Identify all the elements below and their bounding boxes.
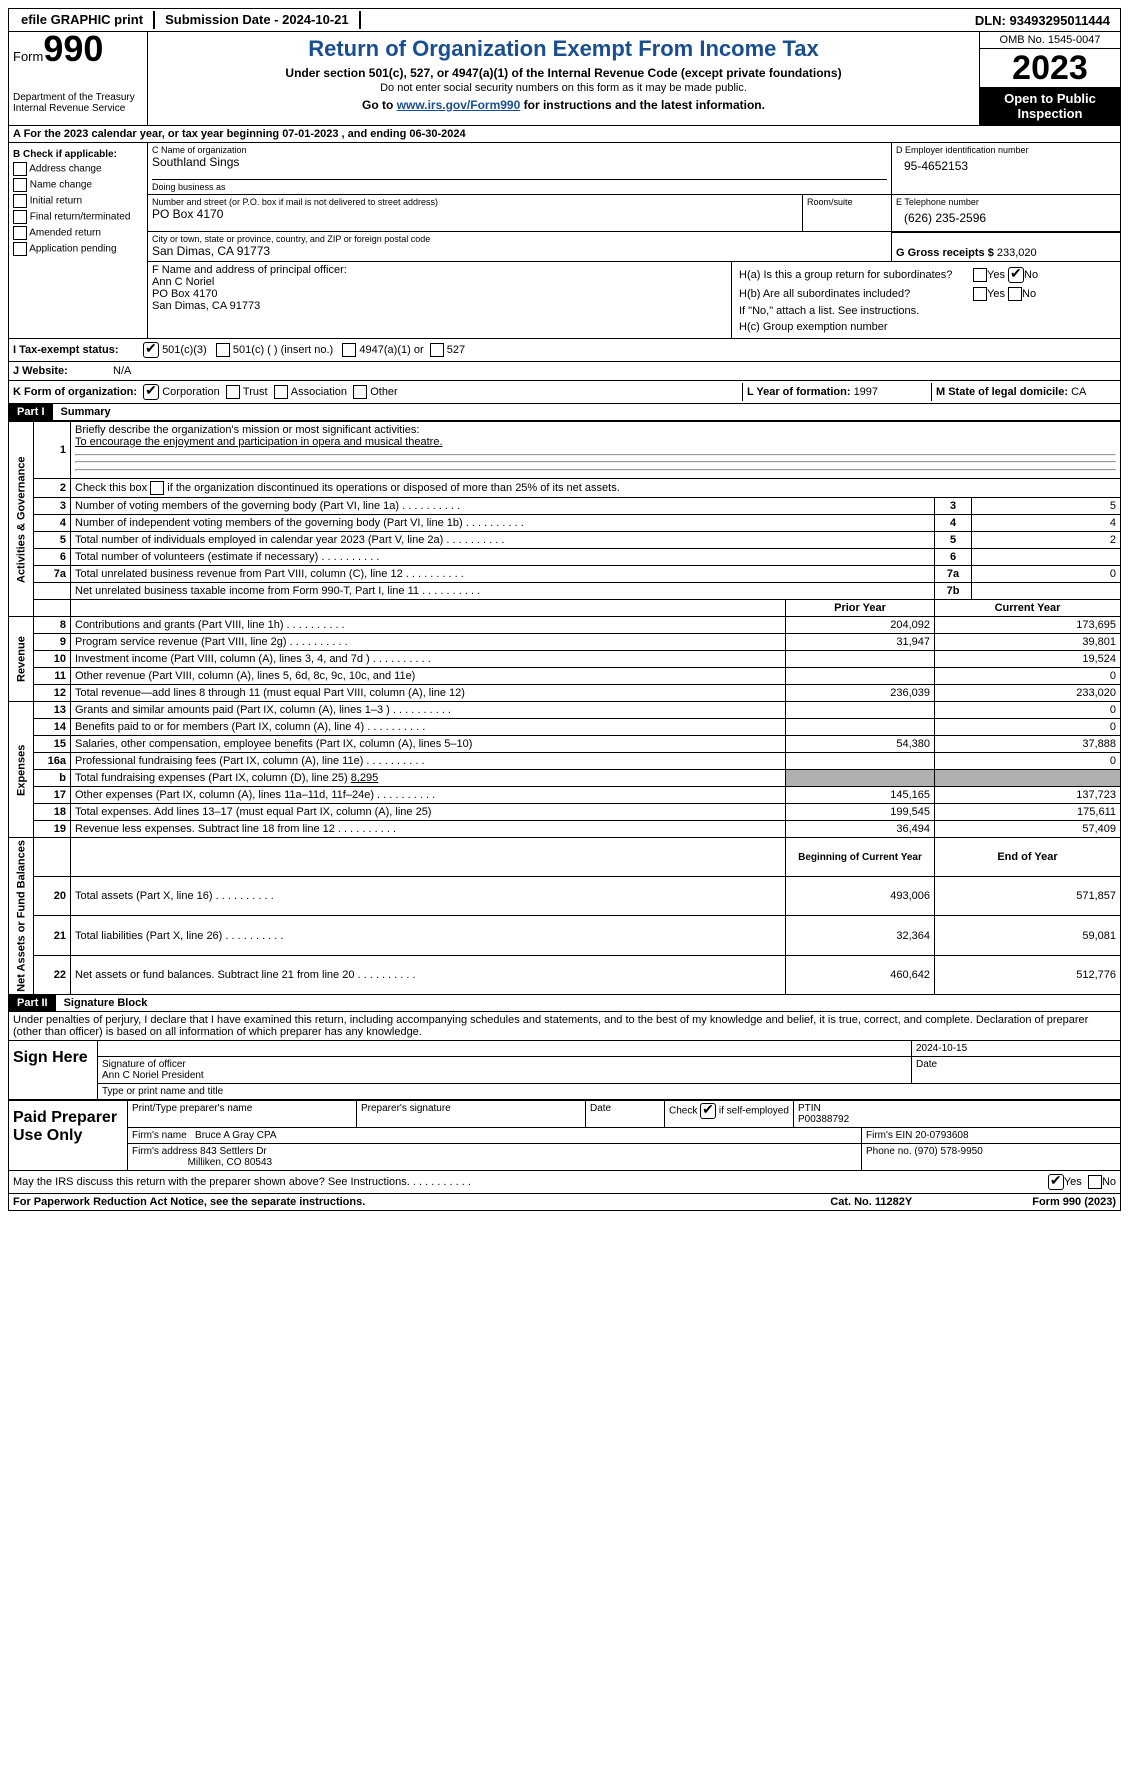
form-number: 990 [43,28,103,69]
ptin: P00388792 [798,1114,849,1125]
firm-name: Bruce A Gray CPA [195,1130,277,1141]
efile-label: efile GRAPHIC print [11,11,155,29]
section-revenue: Revenue [9,617,34,702]
perjury-statement: Under penalties of perjury, I declare th… [8,1012,1121,1041]
box-b: B Check if applicable: Address change Na… [9,143,148,338]
street-address: PO Box 4170 [152,207,798,221]
sign-here-block: Sign Here 2024-10-15 Signature of office… [8,1041,1121,1101]
open-inspection: Open to Public Inspection [980,87,1120,125]
line4-val: 4 [972,515,1121,532]
department: Department of the Treasury Internal Reve… [13,92,143,114]
ein: 95-4652153 [896,155,1116,177]
501c3-check [143,342,159,358]
line7b-val [972,583,1121,600]
form-title: Return of Organization Exempt From Incom… [152,36,975,62]
gross-receipts: 233,020 [997,247,1037,259]
firm-ein: 20-0793608 [915,1130,968,1141]
line7a-val: 0 [972,566,1121,583]
paid-preparer-block: Paid Preparer Use Only Print/Type prepar… [8,1101,1121,1171]
phone: (626) 235-2596 [896,207,1116,229]
firm-phone: (970) 578-9950 [914,1146,982,1157]
row-j: J Website: N/A [8,362,1121,381]
submission-date: Submission Date - 2024-10-21 [155,11,361,29]
self-employed-check [700,1103,716,1119]
line6-val [972,549,1121,566]
section-ag: Activities & Governance [9,422,34,617]
discuss-yes [1048,1174,1064,1190]
row-klm: K Form of organization: Corporation Trus… [8,381,1121,404]
part1-header: Part I Summary [8,404,1121,421]
irs-link[interactable]: www.irs.gov/Form990 [397,98,521,112]
dln: DLN: 93493295011444 [975,13,1118,28]
firm-address: 843 Settlers Dr [200,1146,267,1157]
tax-year: 2023 [980,49,1120,87]
summary-table: Activities & Governance 1 Briefly descri… [8,421,1121,995]
state-domicile: CA [1071,386,1086,398]
city-state-zip: San Dimas, CA 91773 [152,244,887,258]
net-assets: 512,776 [935,955,1121,994]
section-expenses: Expenses [9,702,34,838]
mission: To encourage the enjoyment and participa… [75,436,443,448]
entity-block: B Check if applicable: Address change Na… [8,143,1121,339]
year-formation: 1997 [854,386,878,398]
fundraising-expenses: 8,295 [351,772,379,784]
total-expenses: 175,611 [935,804,1121,821]
row-i: I Tax-exempt status: 501(c)(3) 501(c) ( … [8,339,1121,362]
part2-header: Part II Signature Block [8,995,1121,1012]
signer-name: Ann C Noriel President [102,1070,204,1081]
tax-period: A For the 2023 calendar year, or tax yea… [8,126,1121,143]
top-bar: efile GRAPHIC print Submission Date - 20… [8,8,1121,32]
discuss-row: May the IRS discuss this return with the… [8,1171,1121,1194]
corporation-check [143,384,159,400]
footer: For Paperwork Reduction Act Notice, see … [8,1194,1121,1211]
line3-val: 5 [972,498,1121,515]
section-netassets: Net Assets or Fund Balances [9,838,34,995]
omb-number: OMB No. 1545-0047 [980,32,1120,49]
total-revenue: 233,020 [935,685,1121,702]
website: N/A [113,365,131,377]
sign-date: 2024-10-15 [912,1041,1120,1056]
line8-current: 173,695 [935,617,1121,634]
org-name: Southland Sings [152,155,887,169]
total-assets: 571,857 [935,877,1121,916]
group-return-no [1008,267,1024,283]
cat-no: Cat. No. 11282Y [830,1196,912,1208]
officer-name: Ann C Noriel [152,276,727,288]
line5-val: 2 [972,532,1121,549]
form-header: Form990 Department of the Treasury Inter… [8,32,1121,126]
